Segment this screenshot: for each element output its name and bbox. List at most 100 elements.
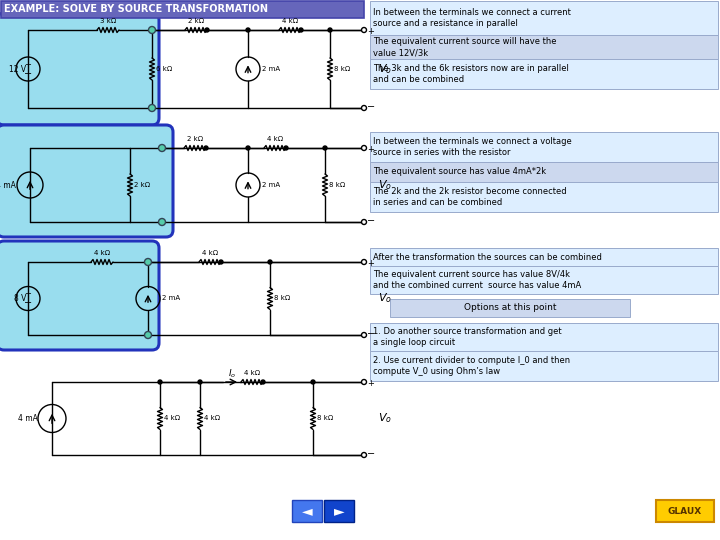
Text: 4 kΩ: 4 kΩ: [94, 250, 110, 256]
Text: 2 kΩ: 2 kΩ: [134, 182, 150, 188]
Text: 8 kΩ: 8 kΩ: [274, 295, 290, 301]
FancyBboxPatch shape: [0, 125, 173, 237]
Text: +: +: [24, 60, 32, 69]
Text: EXAMPLE: SOLVE BY SOURCE TRANSFORMATION: EXAMPLE: SOLVE BY SOURCE TRANSFORMATION: [4, 4, 268, 15]
Circle shape: [361, 453, 366, 457]
Text: 1. Do another source transformation and get
a single loop circuit: 1. Do another source transformation and …: [373, 327, 562, 347]
FancyBboxPatch shape: [370, 59, 718, 89]
Text: −: −: [367, 449, 375, 459]
Text: 4 kΩ: 4 kΩ: [282, 18, 298, 24]
Text: +: +: [367, 145, 374, 153]
Text: −: −: [24, 69, 32, 79]
Text: The 3k and the 6k resistors now are in parallel
and can be combined: The 3k and the 6k resistors now are in p…: [373, 64, 569, 84]
Text: In between the terminals we connect a voltage
source in series with the resistor: In between the terminals we connect a vo…: [373, 137, 572, 157]
Circle shape: [361, 333, 366, 338]
Text: 2 mA: 2 mA: [262, 182, 280, 188]
FancyBboxPatch shape: [0, 13, 159, 125]
Text: $V_o$: $V_o$: [378, 292, 392, 306]
Circle shape: [146, 260, 150, 264]
FancyBboxPatch shape: [390, 299, 630, 317]
Text: After the transformation the sources can be combined: After the transformation the sources can…: [373, 253, 602, 261]
Text: 12 V: 12 V: [9, 64, 26, 73]
Text: 6 kΩ: 6 kΩ: [156, 66, 172, 72]
Text: 2 kΩ: 2 kΩ: [188, 18, 204, 24]
FancyBboxPatch shape: [370, 266, 718, 294]
FancyBboxPatch shape: [292, 500, 322, 522]
Circle shape: [361, 380, 366, 384]
Circle shape: [219, 260, 223, 264]
Circle shape: [361, 260, 366, 265]
Text: The 2k and the 2k resistor become connected
in series and can be combined: The 2k and the 2k resistor become connec…: [373, 187, 567, 207]
Text: 4 mA: 4 mA: [18, 414, 38, 423]
Circle shape: [205, 28, 209, 32]
FancyBboxPatch shape: [370, 351, 718, 381]
Text: ◄: ◄: [302, 504, 312, 518]
FancyBboxPatch shape: [1, 1, 364, 18]
Circle shape: [204, 146, 208, 150]
Text: 4 kΩ: 4 kΩ: [202, 250, 218, 256]
Text: −: −: [367, 102, 375, 112]
Text: 4 kΩ: 4 kΩ: [244, 370, 260, 376]
Text: The equivalent source has value 4mA*2k: The equivalent source has value 4mA*2k: [373, 167, 546, 177]
FancyBboxPatch shape: [370, 248, 718, 266]
Text: 2 kΩ: 2 kΩ: [187, 136, 203, 142]
Text: 2 mA: 2 mA: [162, 295, 180, 301]
Text: 8 V: 8 V: [14, 294, 26, 303]
FancyBboxPatch shape: [370, 35, 718, 59]
Text: +: +: [367, 26, 374, 36]
Text: −: −: [24, 298, 32, 308]
Circle shape: [158, 145, 166, 152]
FancyBboxPatch shape: [370, 1, 718, 35]
FancyBboxPatch shape: [0, 241, 159, 350]
Circle shape: [148, 26, 156, 33]
Text: $V_o$: $V_o$: [378, 62, 392, 76]
Text: ►: ►: [333, 504, 344, 518]
Text: 4 mA: 4 mA: [0, 180, 16, 190]
Text: The equivalent current source will have the
value 12V/3k: The equivalent current source will have …: [373, 37, 557, 57]
Text: 8 kΩ: 8 kΩ: [317, 415, 333, 422]
Text: $I_o$: $I_o$: [228, 368, 236, 380]
Text: +: +: [24, 289, 32, 298]
Text: 4 kΩ: 4 kΩ: [204, 415, 220, 422]
Text: The equivalent current source has value 8V/4k
and the combined current  source h: The equivalent current source has value …: [373, 270, 581, 290]
Circle shape: [261, 380, 265, 384]
Text: 3 kΩ: 3 kΩ: [100, 18, 116, 24]
FancyBboxPatch shape: [324, 500, 354, 522]
Circle shape: [323, 146, 327, 150]
Circle shape: [361, 105, 366, 111]
Circle shape: [246, 146, 250, 150]
FancyBboxPatch shape: [370, 132, 718, 162]
Text: 4 kΩ: 4 kΩ: [267, 136, 283, 142]
Circle shape: [361, 145, 366, 151]
Circle shape: [361, 28, 366, 32]
FancyBboxPatch shape: [370, 323, 718, 351]
FancyBboxPatch shape: [370, 182, 718, 212]
Circle shape: [268, 260, 272, 264]
Text: GLAUX: GLAUX: [668, 507, 702, 516]
Circle shape: [158, 219, 166, 226]
FancyBboxPatch shape: [370, 162, 718, 182]
Text: 4 kΩ: 4 kΩ: [164, 415, 180, 422]
Text: $V_o$: $V_o$: [378, 178, 392, 192]
Circle shape: [284, 146, 288, 150]
Circle shape: [150, 28, 154, 32]
Text: +: +: [367, 259, 374, 267]
Circle shape: [311, 380, 315, 384]
Circle shape: [299, 28, 303, 32]
Text: Options at this point: Options at this point: [464, 303, 557, 313]
Text: 2 mA: 2 mA: [262, 66, 280, 72]
Text: 8 kΩ: 8 kΩ: [334, 66, 350, 72]
Circle shape: [145, 259, 151, 266]
Text: −: −: [367, 329, 375, 339]
Text: $V_o$: $V_o$: [378, 411, 392, 426]
FancyBboxPatch shape: [656, 500, 714, 522]
Text: −: −: [367, 216, 375, 226]
Text: 8 kΩ: 8 kΩ: [329, 182, 346, 188]
Circle shape: [246, 28, 250, 32]
Circle shape: [198, 380, 202, 384]
Circle shape: [148, 105, 156, 111]
Text: +: +: [367, 379, 374, 388]
Circle shape: [361, 219, 366, 225]
Circle shape: [145, 332, 151, 339]
Text: 2. Use current divider to compute I_0 and then
compute V_0 using Ohm’s law: 2. Use current divider to compute I_0 an…: [373, 356, 570, 376]
